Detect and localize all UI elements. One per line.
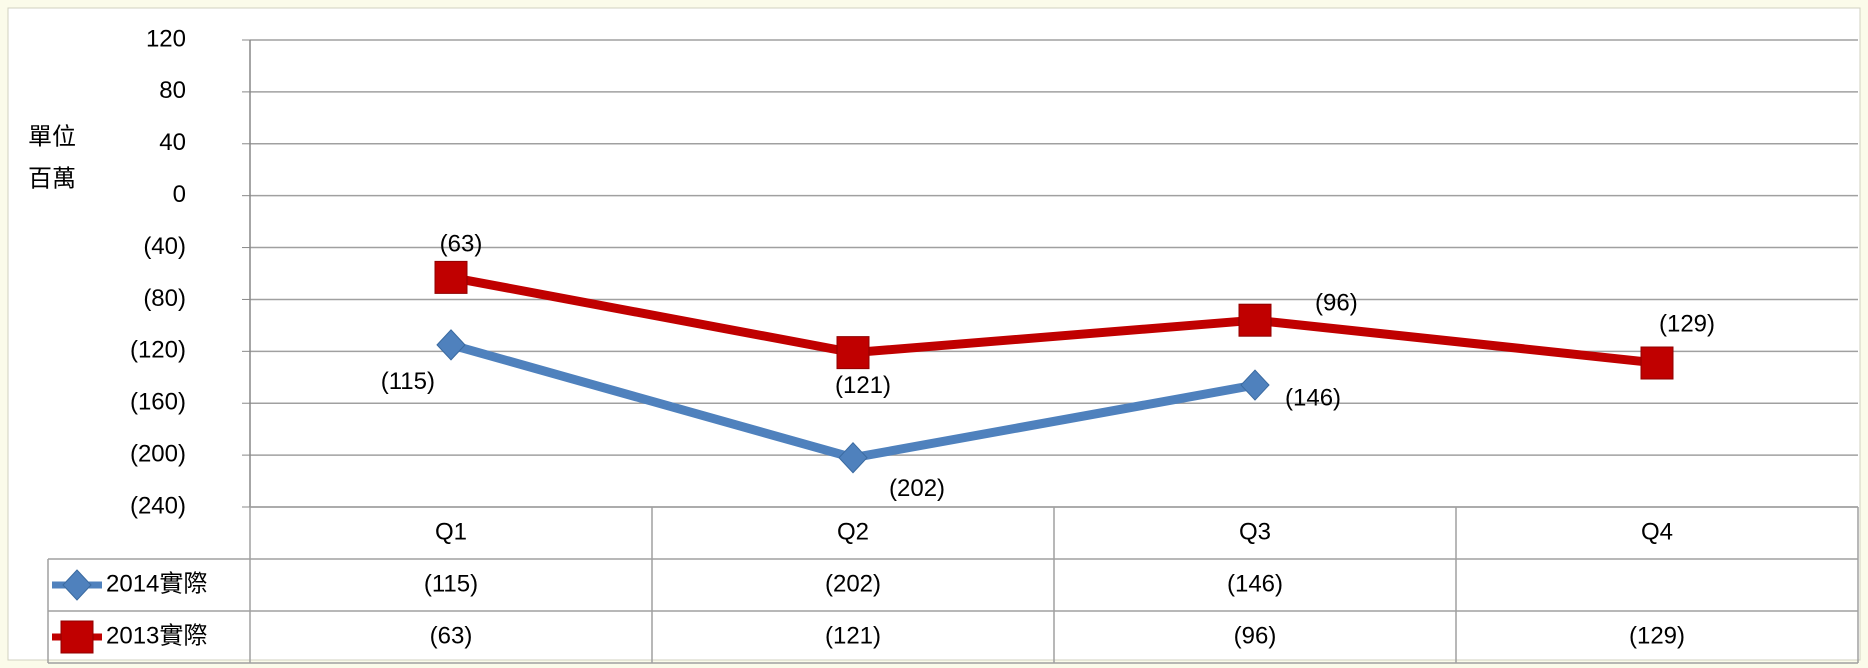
x-tick-label: Q1	[435, 518, 467, 545]
marker	[62, 569, 92, 601]
table-cell: (202)	[825, 570, 881, 597]
series-line	[450, 272, 1658, 368]
y-tick-label: 120	[146, 25, 186, 52]
y-tick-label: (240)	[130, 492, 186, 519]
y-tick-label: 80	[159, 77, 186, 104]
y-tick-label: (40)	[143, 233, 186, 260]
marker	[60, 620, 94, 654]
table-cell: (115)	[424, 570, 478, 597]
chart-area	[7, 7, 1861, 661]
table-cell: (121)	[825, 622, 881, 649]
data-label: (121)	[835, 372, 891, 399]
table-cell: (129)	[1629, 622, 1685, 649]
y-axis-label: 百萬	[28, 165, 76, 192]
y-tick-label: 40	[159, 129, 186, 156]
x-tick-label: Q4	[1641, 518, 1673, 545]
y-tick-label: (80)	[143, 285, 186, 312]
data-label: (129)	[1659, 310, 1715, 337]
y-tick-label: (120)	[130, 337, 186, 364]
table-cell: (146)	[1227, 570, 1283, 597]
data-label: (63)	[440, 231, 483, 258]
table-cell: (63)	[430, 622, 473, 649]
marker	[1238, 303, 1272, 337]
data-label: (115)	[381, 368, 435, 395]
marker	[434, 260, 468, 294]
legend-label: 2013實際	[106, 622, 207, 649]
legend-label: 2014實際	[106, 570, 207, 597]
marker	[838, 441, 868, 474]
y-tick-label: 0	[173, 181, 186, 208]
table-cell: (96)	[1234, 622, 1277, 649]
x-tick-label: Q3	[1239, 518, 1271, 545]
marker	[836, 336, 870, 370]
marker	[436, 329, 466, 361]
y-tick-label: (200)	[130, 440, 186, 467]
marker	[1240, 369, 1270, 401]
data-label: (202)	[889, 475, 945, 502]
y-axis-label: 單位	[28, 123, 76, 150]
marker	[1640, 346, 1674, 380]
y-tick-label: (160)	[130, 389, 186, 416]
x-tick-label: Q2	[837, 518, 869, 545]
data-label: (146)	[1285, 384, 1341, 411]
data-label: (96)	[1315, 290, 1358, 317]
